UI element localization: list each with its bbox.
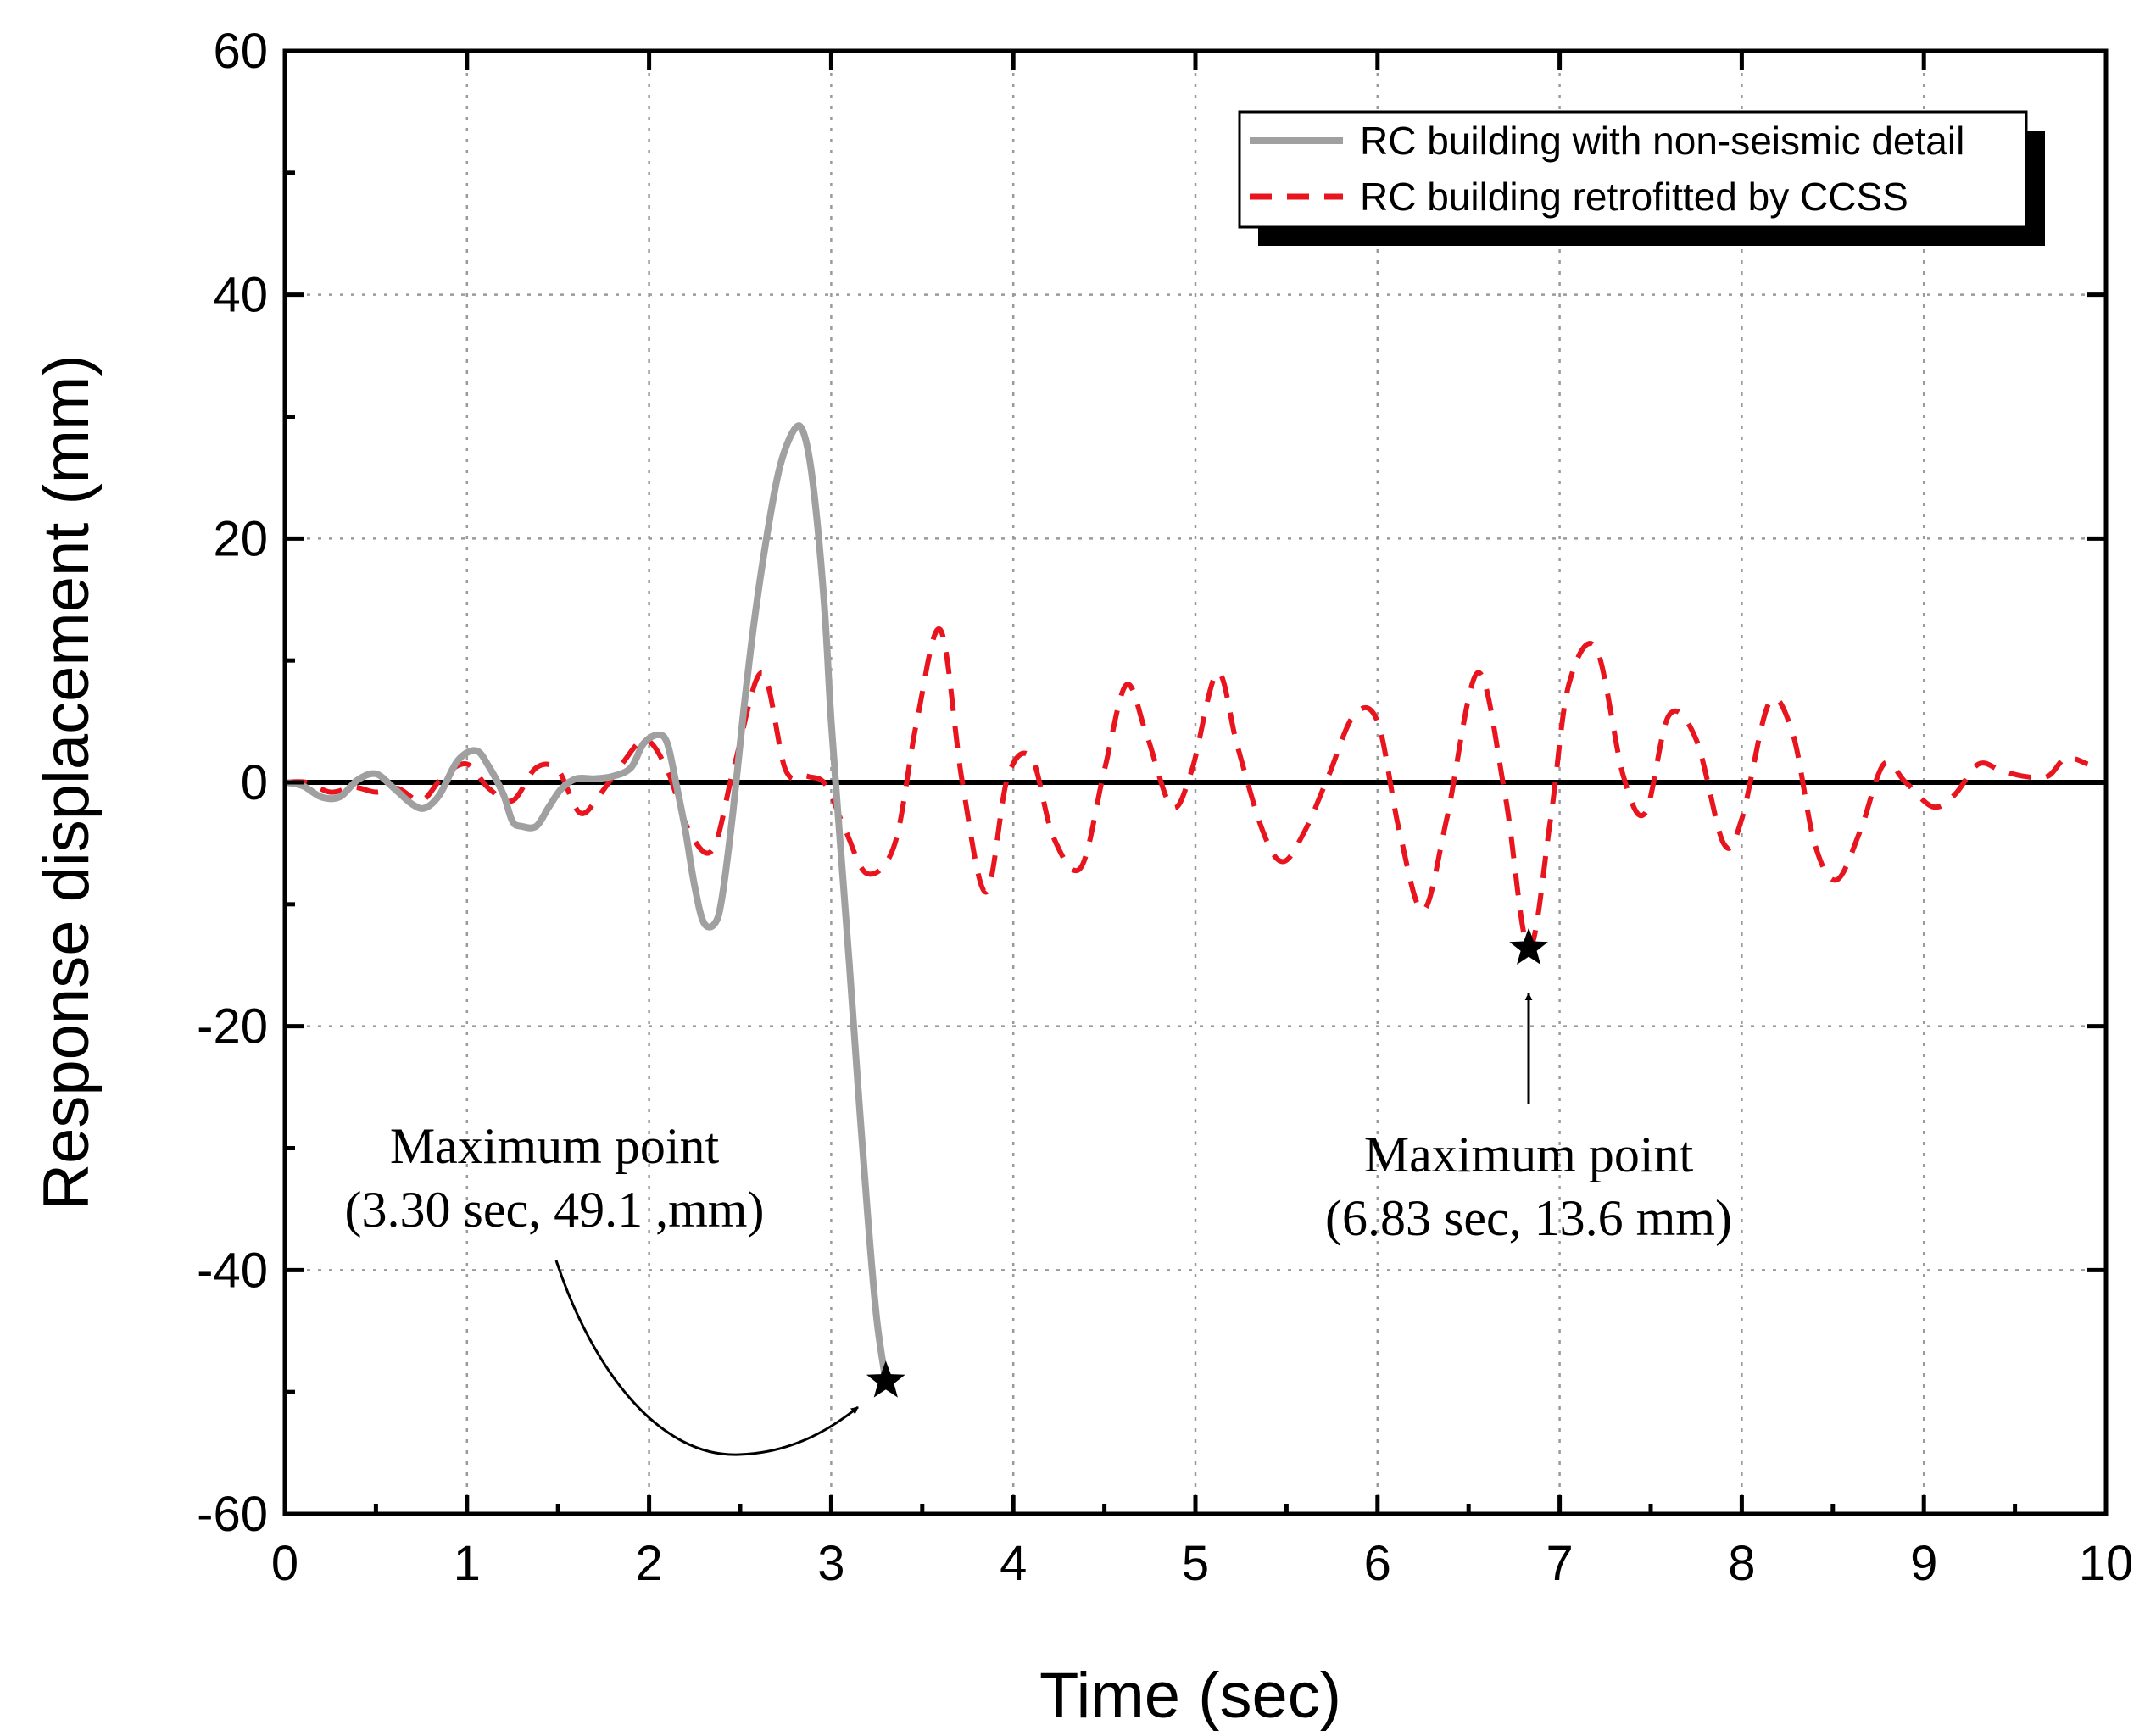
x-tick-label: 3 — [817, 1536, 844, 1591]
annotation-1-value: (3.30 sec, 49.1 ,mm) — [345, 1182, 765, 1238]
x-tick-label: 1 — [454, 1536, 481, 1591]
y-tick-label: -20 — [197, 999, 268, 1054]
x-tick-label: 2 — [635, 1536, 662, 1591]
x-tick-label: 0 — [271, 1536, 298, 1591]
x-tick-label: 9 — [1910, 1536, 1937, 1591]
x-tick-label: 5 — [1182, 1536, 1209, 1591]
grid-lines — [285, 51, 2106, 1514]
y-tick-label: 40 — [213, 268, 268, 323]
y-axis-title: Response displacement (mm) — [31, 354, 103, 1210]
x-axis-title: Time (sec) — [1039, 1660, 1341, 1732]
axis-ticks — [282, 48, 2109, 1516]
annotation-retrofitted-max: Maximum point (6.83 sec, 13.6 mm) — [1325, 993, 1732, 1246]
y-tick-label: -60 — [197, 1487, 268, 1542]
x-tick-label: 10 — [2079, 1536, 2134, 1591]
x-tick-label: 8 — [1728, 1536, 1755, 1591]
legend: RC building with non-seismic detail RC b… — [1238, 110, 2045, 246]
y-tick-label: -40 — [197, 1243, 268, 1298]
series-line-retrofitted — [285, 626, 2089, 951]
annotation-2-value: (6.83 sec, 13.6 mm) — [1325, 1190, 1732, 1246]
data-series — [285, 422, 2089, 1382]
series-line-non-seismic — [285, 422, 889, 1382]
x-tick-label: 7 — [1546, 1536, 1573, 1591]
max-point-star-non-seismic — [866, 1360, 905, 1398]
axis-tick-labels: 0 1 2 3 4 5 6 7 8 9 10 -60 -40 -20 0 20 40 60 — [197, 24, 2133, 1591]
legend-box — [1238, 110, 2028, 229]
max-point-star-retrofitted — [1509, 927, 1548, 965]
annotation-1-curved-arrow — [554, 1260, 859, 1456]
annotation-non-seismic-max: Maximum point (3.30 sec, 49.1 ,mm) — [345, 1118, 859, 1456]
legend-label-non-seismic: RC building with non-seismic detail — [1360, 119, 1964, 163]
y-tick-label: 60 — [213, 24, 268, 79]
annotation-2-title: Maximum point — [1364, 1127, 1694, 1182]
y-tick-label: 20 — [213, 511, 268, 566]
maximum-point-markers — [866, 927, 1548, 1398]
legend-label-retrofitted: RC building retrofitted by CCSS — [1360, 175, 1908, 219]
y-tick-label: 0 — [241, 755, 268, 810]
annotation-1-title: Maximum point — [390, 1118, 720, 1174]
x-tick-label: 6 — [1364, 1536, 1391, 1591]
x-tick-label: 4 — [1000, 1536, 1027, 1591]
